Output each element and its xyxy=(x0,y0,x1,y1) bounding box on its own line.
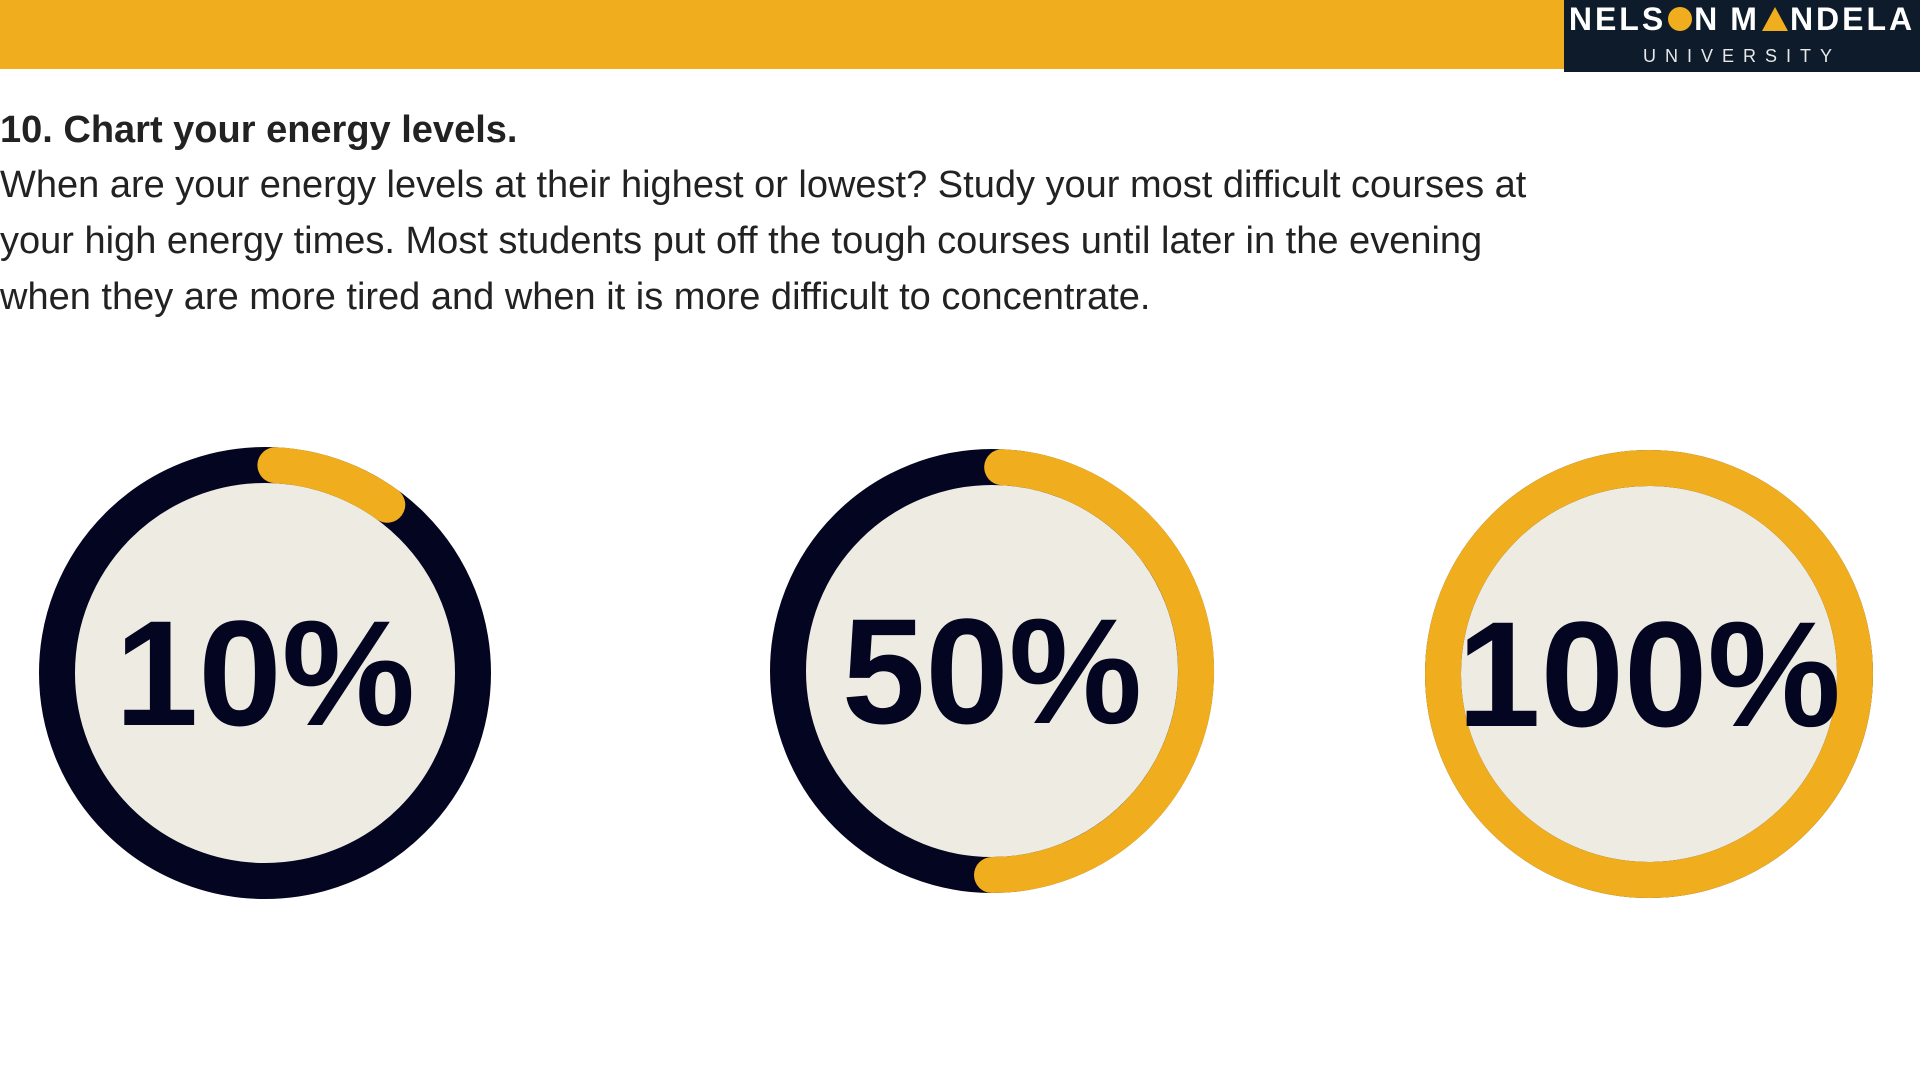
gauge-progress-arc xyxy=(1425,450,1873,899)
gauge-graphic: 50% xyxy=(770,449,1215,893)
logo-subtitle: UNIVERSITY xyxy=(1642,46,1842,66)
body-line: your high energy times. Most students pu… xyxy=(0,220,1483,262)
logo-word-mandela: M NDELA xyxy=(1730,0,1916,37)
body-paragraph: When are your energy levels at their hig… xyxy=(0,157,1660,325)
body-line: when they are more tired and when it is … xyxy=(0,276,1151,318)
gauge-percent-label: 50% xyxy=(842,587,1142,755)
gauge-progress-arc xyxy=(974,449,1215,893)
gauge-percent-label: 100% xyxy=(1457,590,1841,758)
body-line: When are your energy levels at their hig… xyxy=(0,164,1527,206)
logo-sun-icon xyxy=(1668,6,1693,31)
gauge-inner-disc xyxy=(75,483,455,863)
gauge-inner-disc xyxy=(1461,486,1837,862)
energy-gauge-medium: 50% xyxy=(770,449,1215,893)
gauge-progress-arc xyxy=(257,447,406,523)
top-accent-bar xyxy=(0,0,1564,69)
logo-triangle-icon xyxy=(1761,6,1788,31)
gauge-inner-disc xyxy=(806,485,1178,857)
gauge-percent-label: 10% xyxy=(115,589,415,757)
gauge-graphic: 100% xyxy=(1425,450,1873,899)
energy-gauge-low: 10% xyxy=(38,446,492,900)
logo-word-nelson: NELS N xyxy=(1568,0,1721,37)
logo-wordmark: NELS N M NDELA xyxy=(1564,0,1920,38)
university-logo: NELS N M NDELA UNIVERSITY xyxy=(1564,0,1920,72)
page-heading: 10. Chart your energy levels. xyxy=(0,109,518,151)
energy-gauge-high: 100% xyxy=(1425,450,1873,899)
gauge-graphic: 10% xyxy=(39,447,491,899)
